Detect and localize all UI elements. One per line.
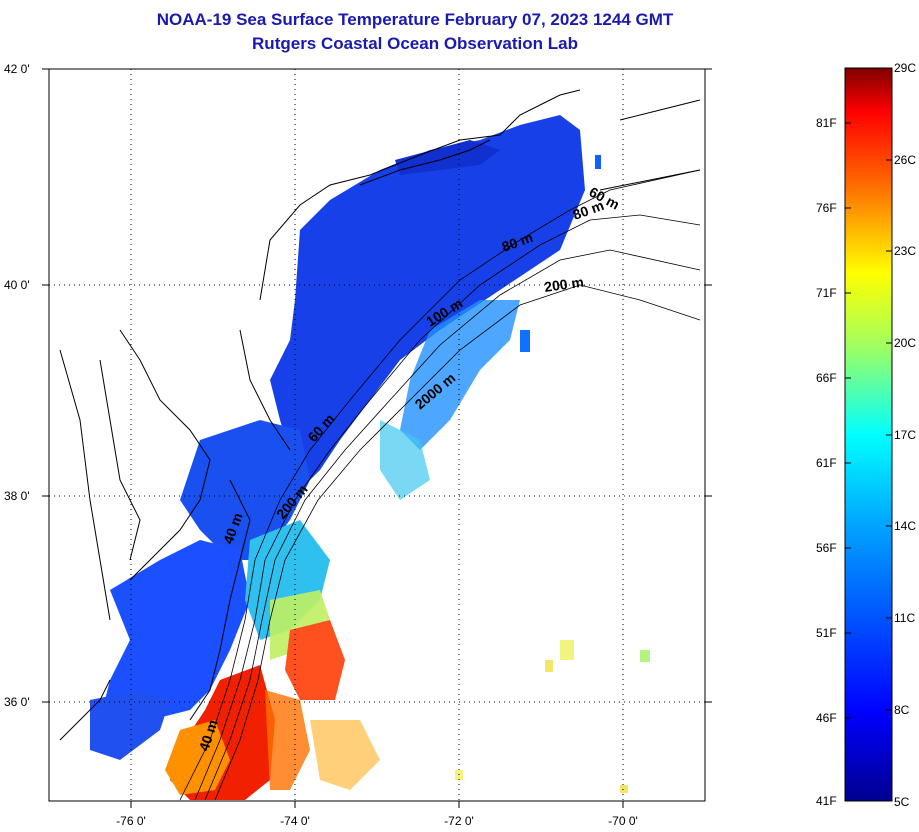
cb-label-56f: 56F: [816, 541, 837, 555]
cb-label-71f: 71F: [816, 286, 837, 300]
cb-label-5c: 5C: [894, 795, 910, 809]
coastline: [59, 89, 701, 741]
cb-label-81f: 81F: [816, 116, 837, 130]
map-title: NOAA-19 Sea Surface Temperature February…: [156, 10, 674, 29]
cb-label-51f: 51F: [816, 626, 837, 640]
lon-label-76: -76 0': [116, 814, 146, 828]
cb-label-26c: 26C: [894, 153, 917, 167]
cb-label-23c: 23C: [894, 244, 917, 258]
lon-label-72: -72 0': [444, 814, 474, 828]
cb-label-20c: 20C: [894, 336, 917, 350]
contour-label-200m-east: 200 m: [543, 274, 585, 295]
lon-label-74: -74 0': [280, 814, 310, 828]
graticule: [49, 69, 705, 801]
colorbar-ticks: [845, 122, 892, 719]
lat-label-42: 42 0': [4, 62, 30, 76]
lat-label-36: 36 0': [4, 695, 30, 709]
axis-ticks: [42, 68, 712, 808]
cb-label-66f: 66F: [816, 371, 837, 385]
colorbar: [844, 67, 893, 802]
cb-label-8c: 8C: [894, 703, 910, 717]
lat-label-38: 38 0': [4, 489, 30, 503]
lon-label-70: -70 0': [608, 814, 638, 828]
cb-label-11c: 11C: [894, 611, 916, 625]
sst-field: [90, 115, 650, 800]
cb-label-41f: 41F: [816, 794, 837, 808]
cb-label-29c: 29C: [894, 61, 917, 75]
cb-label-46f: 46F: [816, 711, 837, 725]
cb-label-61f: 61F: [816, 456, 837, 470]
cb-label-17c: 17C: [894, 428, 917, 442]
lat-label-40: 40 0': [4, 278, 30, 292]
bathymetry-contours: [179, 169, 701, 801]
cb-label-76f: 76F: [816, 201, 837, 215]
map-subtitle: Rutgers Coastal Ocean Observation Lab: [252, 34, 578, 53]
cb-label-14c: 14C: [894, 519, 917, 533]
